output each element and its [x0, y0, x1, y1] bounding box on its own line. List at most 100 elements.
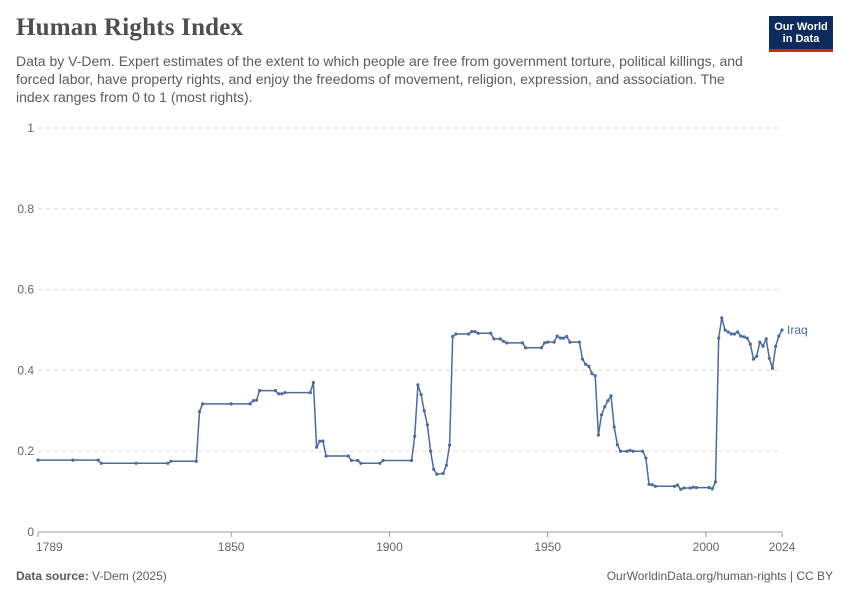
data-point: [770, 366, 775, 370]
data-point: [318, 439, 322, 443]
data-point: [558, 336, 563, 340]
chart-title: Human Rights Index: [16, 14, 244, 41]
y-tick-label: 0.8: [17, 202, 34, 216]
data-point: [324, 454, 328, 458]
data-point: [96, 458, 100, 462]
data-point: [543, 341, 547, 345]
data-point: [672, 484, 677, 488]
data-point: [641, 449, 645, 453]
data-point: [444, 463, 448, 467]
data-point: [568, 340, 572, 344]
data-point: [349, 458, 353, 463]
line-chart: 0 0.2 0.4 0.6 0.8 1 1789 1850 1900 1950 2000 2024 Ir…: [17, 121, 808, 554]
y-tick-label: 0.6: [17, 283, 34, 297]
data-point: [707, 486, 711, 490]
data-point: [726, 330, 730, 334]
x-tick-label: 1950: [534, 540, 561, 554]
data-point: [277, 392, 281, 396]
x-tick-label: 2000: [693, 540, 720, 554]
data-point: [717, 336, 721, 340]
data-point: [688, 486, 692, 490]
series-line-iraq: [38, 317, 783, 490]
data-point: [489, 331, 493, 335]
x-tick-label: 1850: [218, 540, 245, 554]
series-label-iraq: Iraq: [787, 323, 808, 337]
data-point: [254, 398, 259, 402]
data-point: [580, 357, 585, 361]
y-tick-label: 1: [27, 121, 34, 135]
data-point: [647, 482, 651, 486]
data-point: [201, 402, 205, 406]
data-point: [767, 356, 771, 360]
data-point: [425, 423, 429, 427]
data-point: [451, 334, 455, 339]
data-point: [780, 328, 784, 332]
data-point: [755, 354, 759, 358]
data-point: [501, 339, 505, 343]
data-point: [258, 389, 262, 393]
data-point: [596, 433, 601, 437]
data-point: [732, 332, 737, 336]
data-point: [410, 458, 414, 463]
x-tick-label: 2024: [769, 540, 796, 554]
data-point: [470, 330, 474, 334]
data-point: [378, 461, 382, 465]
data-point: [603, 405, 607, 409]
data-point: [524, 346, 528, 350]
data-point: [650, 483, 654, 487]
data-point: [505, 341, 509, 345]
data-point: [761, 344, 765, 348]
data-point: [758, 340, 762, 344]
data-point: [454, 332, 458, 336]
data-point: [346, 454, 350, 458]
data-point: [166, 461, 170, 465]
data-point: [609, 394, 613, 398]
data-point: [248, 402, 252, 406]
x-tick-label: 1789: [36, 540, 63, 554]
data-point: [476, 331, 480, 335]
data-point: [539, 346, 544, 350]
data-point: [720, 316, 724, 320]
data-point: [169, 459, 173, 463]
data-point: [432, 467, 436, 471]
owid-logo[interactable]: Our World in Data: [769, 16, 833, 52]
data-point: [628, 448, 632, 452]
data-point: [606, 399, 610, 403]
data-point: [555, 334, 559, 338]
data-point: [625, 449, 629, 453]
data-point: [229, 402, 233, 406]
data-point: [742, 335, 746, 339]
y-tick-label: 0.2: [17, 444, 34, 458]
data-point: [413, 434, 417, 438]
data-point: [321, 439, 325, 443]
data-point: [416, 383, 420, 387]
data-point: [748, 342, 752, 346]
data-point: [653, 484, 658, 488]
data-point: [315, 445, 319, 449]
data-point: [584, 362, 588, 366]
data-point: [710, 487, 714, 491]
data-point: [473, 330, 477, 334]
data-point: [134, 461, 138, 465]
data-point: [739, 334, 743, 338]
credit-link[interactable]: OurWorldinData.org/human-rights | CC BY: [606, 569, 833, 583]
data-point: [356, 458, 360, 463]
data-point: [552, 340, 556, 344]
data-point: [729, 332, 733, 336]
data-point: [71, 458, 75, 462]
data-point: [682, 486, 686, 490]
data-point: [546, 340, 550, 344]
data-point: [448, 443, 452, 447]
logo-line-2: in Data: [782, 33, 820, 45]
data-point: [618, 449, 623, 453]
data-point: [774, 344, 778, 348]
data-point: [99, 461, 103, 465]
data-point: [435, 472, 439, 476]
data-point: [565, 334, 569, 339]
data-point: [251, 399, 255, 403]
data-point: [577, 340, 582, 344]
data-point: [590, 372, 594, 376]
data-source-link[interactable]: V-Dem (2025): [92, 569, 167, 583]
data-point: [777, 334, 781, 338]
data-point: [283, 391, 287, 395]
